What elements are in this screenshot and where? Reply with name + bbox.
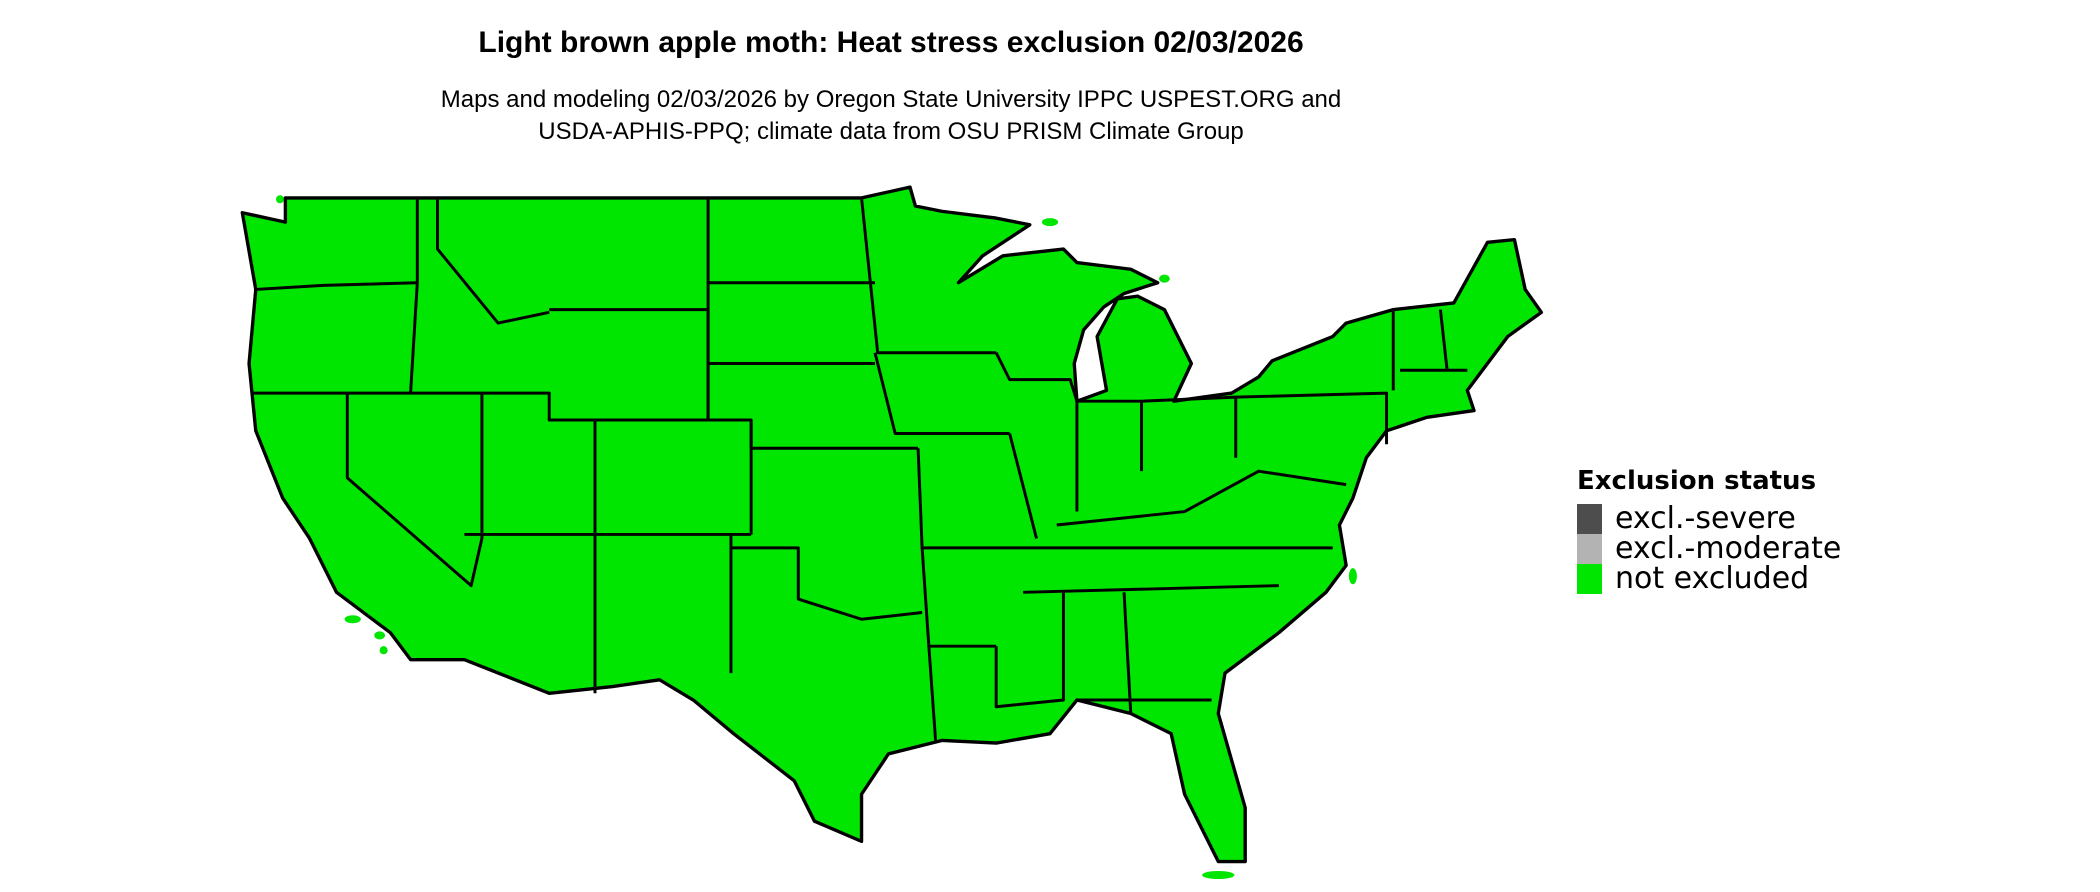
map-subtitle-line-2: USDA-APHIS-PPQ; climate data from OSU PR… (538, 118, 1244, 145)
legend-swatch (1577, 504, 1602, 534)
islands (275, 195, 1357, 880)
map-subtitle-line-1: Maps and modeling 02/03/2026 by Oregon S… (440, 86, 1342, 113)
legend-label: not excluded (1615, 561, 1810, 596)
conus-outline (240, 185, 1544, 864)
legend: Exclusion status excl.-severe excl.-mode… (1577, 466, 1841, 594)
legend-swatch (1577, 564, 1602, 594)
legend-swatch (1577, 534, 1602, 564)
legend-title: Exclusion status (1577, 466, 1817, 496)
legend-label: excl.-severe (1615, 501, 1796, 536)
legend-label: excl.-moderate (1615, 531, 1842, 566)
state-borders (253, 197, 1468, 741)
map-title: Light brown apple moth: Heat stress excl… (478, 26, 1304, 59)
legend-item-excl-moderate: excl.-moderate (1577, 534, 1841, 564)
legend-item-excl-severe: excl.-severe (1577, 504, 1841, 534)
legend-item-not-excluded: not excluded (1577, 564, 1841, 594)
